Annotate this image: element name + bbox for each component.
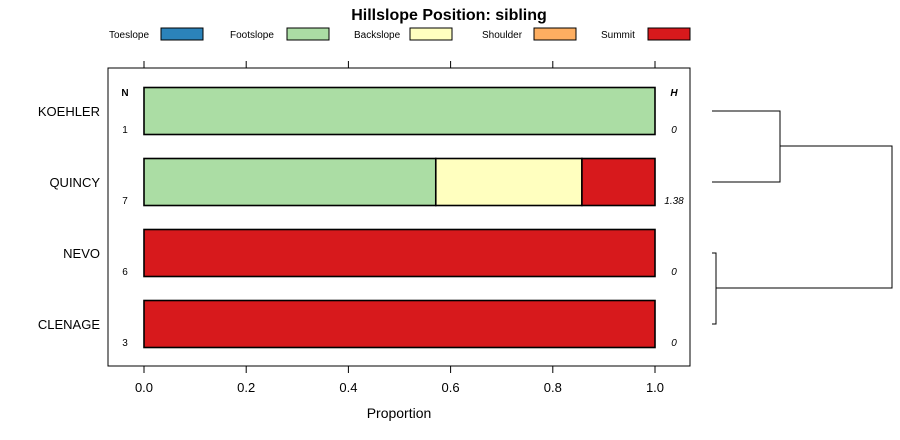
x-axis: 0.0 0.2 0.4 0.6 0.8 1.0 bbox=[135, 61, 664, 395]
legend-label-backslope: Backslope bbox=[354, 30, 401, 41]
n-header: N bbox=[121, 88, 128, 99]
row-label-quincy: QUINCY bbox=[49, 175, 100, 190]
x-tick-label: 0.0 bbox=[135, 380, 153, 395]
n-value-koehler: 1 bbox=[122, 125, 128, 136]
h-value-quincy: 1.38 bbox=[664, 196, 684, 207]
row-label-nevo: NEVO bbox=[63, 246, 100, 261]
plot-frame bbox=[107, 67, 691, 367]
row-label-koehler: KOEHLER bbox=[38, 104, 100, 119]
row-annotations: KOEHLER 1 0 QUINCY 7 1.38 NEVO 6 0 CLENAGE 3 0 bbox=[38, 104, 684, 349]
n-value-nevo: 6 bbox=[122, 267, 128, 278]
bar-koehler-footslope bbox=[143, 86, 656, 136]
x-tick-label: 0.6 bbox=[442, 380, 460, 395]
legend-label-footslope: Footslope bbox=[230, 30, 274, 41]
row-label-clenage: CLENAGE bbox=[38, 317, 100, 332]
bars bbox=[143, 86, 656, 349]
x-axis-title: Proportion bbox=[367, 405, 432, 421]
h-value-nevo: 0 bbox=[671, 267, 677, 278]
legend-label-toeslope: Toeslope bbox=[109, 30, 149, 41]
legend-swatch-footslope bbox=[286, 27, 330, 41]
h-value-koehler: 0 bbox=[671, 125, 677, 136]
legend: Toeslope Footslope Backslope Shoulder Summit bbox=[109, 27, 691, 41]
bar-quincy-footslope bbox=[143, 157, 437, 207]
legend-swatch-summit bbox=[647, 27, 691, 41]
bar-clenage-summit bbox=[143, 299, 656, 349]
h-header: H bbox=[670, 88, 678, 99]
h-value-clenage: 0 bbox=[671, 338, 677, 349]
legend-label-summit: Summit bbox=[601, 30, 635, 41]
x-tick-label: 0.8 bbox=[544, 380, 562, 395]
dendrogram bbox=[712, 110, 893, 325]
bar-quincy-backslope bbox=[434, 157, 583, 207]
x-tick-label: 0.2 bbox=[237, 380, 255, 395]
x-tick-label: 0.4 bbox=[339, 380, 357, 395]
legend-swatch-toeslope bbox=[160, 27, 204, 41]
legend-swatch-shoulder bbox=[533, 27, 577, 41]
chart-title: Hillslope Position: sibling bbox=[351, 7, 547, 24]
n-value-clenage: 3 bbox=[122, 338, 128, 349]
bar-nevo-summit bbox=[143, 228, 656, 278]
bar-quincy-summit bbox=[581, 157, 656, 207]
legend-label-shoulder: Shoulder bbox=[482, 30, 523, 41]
n-value-quincy: 7 bbox=[122, 196, 128, 207]
dendrogram-branches bbox=[712, 110, 893, 325]
x-tick-label: 1.0 bbox=[646, 380, 664, 395]
legend-swatch-backslope bbox=[409, 27, 453, 41]
